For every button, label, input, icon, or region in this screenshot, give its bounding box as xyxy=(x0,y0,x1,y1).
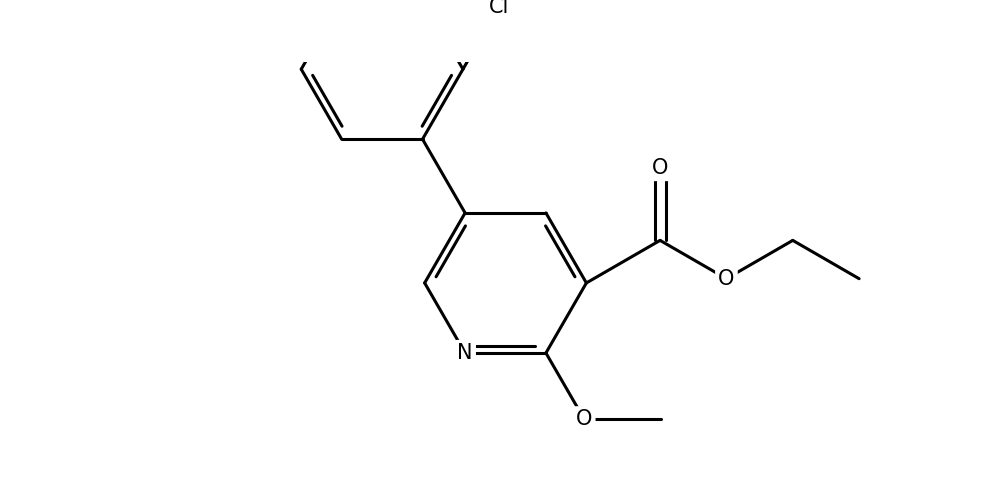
Text: O: O xyxy=(652,158,668,178)
Text: O: O xyxy=(719,269,735,289)
Text: Cl: Cl xyxy=(489,0,509,17)
Text: N: N xyxy=(457,343,473,363)
Text: O: O xyxy=(577,409,592,429)
